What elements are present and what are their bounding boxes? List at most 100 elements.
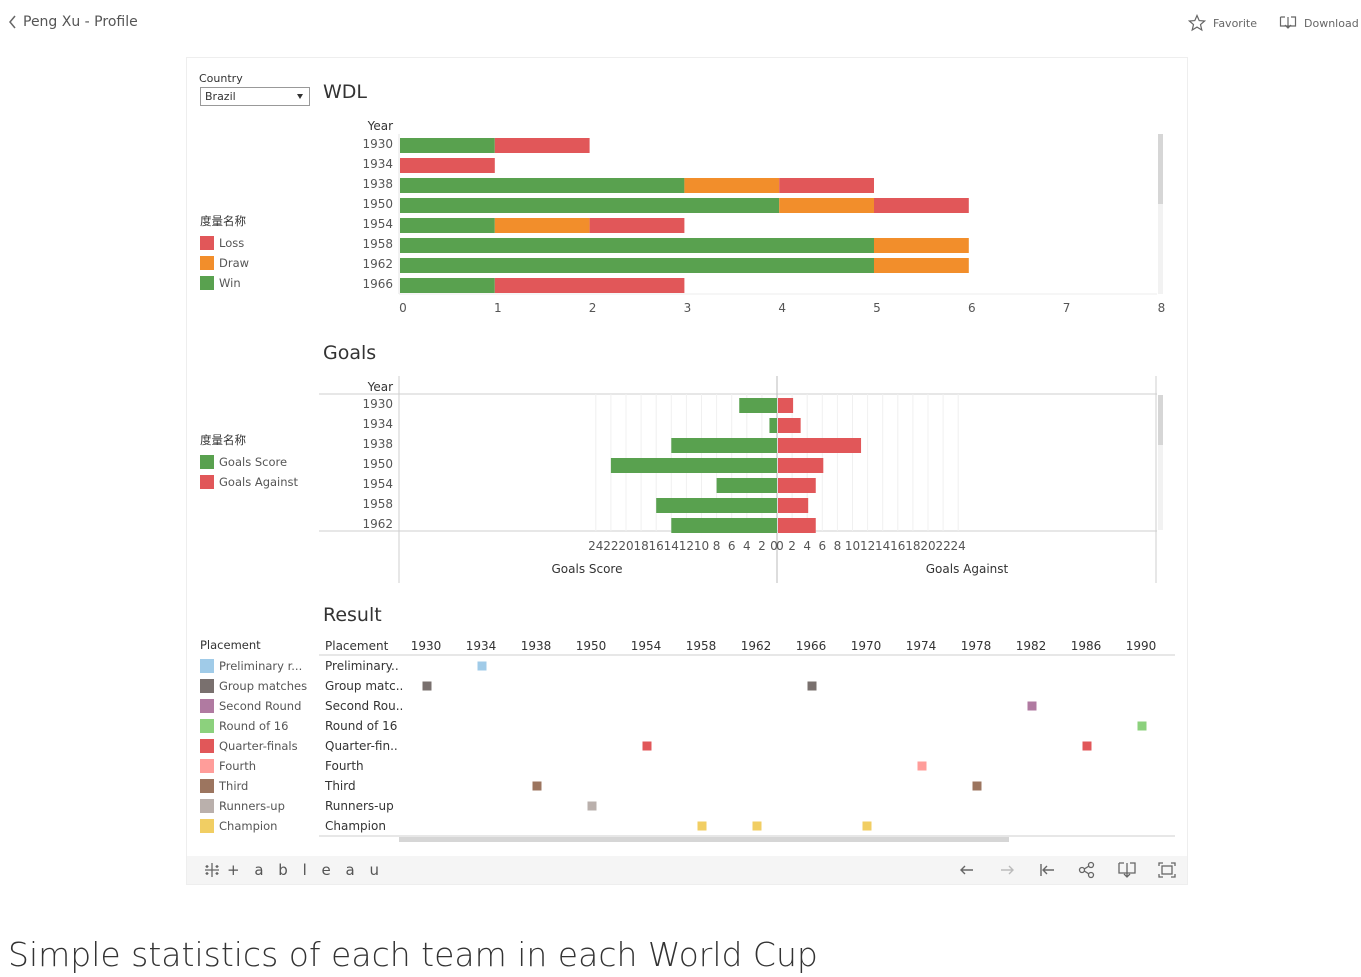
- country-dropdown-value: Brazil: [205, 90, 236, 103]
- wdl-bar-win: [400, 278, 495, 293]
- goals-against-bar: [778, 398, 794, 413]
- wdl-bar-win: [400, 138, 495, 153]
- back-link-label: Peng Xu - Profile: [23, 14, 138, 30]
- result-mark: [917, 761, 927, 771]
- result-mark: [1137, 721, 1147, 731]
- country-dropdown[interactable]: Brazil: [200, 87, 310, 106]
- legend-item[interactable]: Round of 16: [200, 716, 307, 736]
- goals-y-header: Year: [367, 380, 393, 394]
- goals-right-tick: 8: [834, 539, 842, 553]
- goals-year-label: 1938: [362, 437, 393, 451]
- wdl-bar-loss: [400, 158, 495, 173]
- legend-item[interactable]: Preliminary r...: [200, 656, 307, 676]
- goals-score-bar: [671, 518, 777, 533]
- wdl-x-tick: 5: [873, 301, 881, 315]
- wdl-x-tick: 1: [494, 301, 502, 315]
- wdl-x-tick: 0: [399, 301, 407, 315]
- back-link[interactable]: Peng Xu - Profile: [8, 14, 138, 30]
- legend-title: 度量名称: [200, 433, 246, 447]
- result-year-header: 1930: [411, 639, 442, 653]
- legend-item[interactable]: Fourth: [200, 756, 307, 776]
- legend-swatch: [200, 739, 214, 753]
- legend-item[interactable]: Runners-up: [200, 796, 307, 816]
- legend-swatch: [200, 799, 214, 813]
- legend-swatch: [200, 455, 214, 469]
- goals-against-bar: [778, 518, 816, 533]
- tableau-logo-text: + a b l e a u: [227, 861, 384, 879]
- result-year-header: 1966: [796, 639, 827, 653]
- legend-swatch: [200, 256, 214, 270]
- wdl-year-label: 1966: [362, 277, 393, 291]
- legend-item[interactable]: Group matches: [200, 676, 307, 696]
- result-mark: [587, 801, 597, 811]
- legend-label: Group matches: [219, 679, 308, 693]
- wdl-year-label: 1954: [362, 217, 393, 231]
- wdl-bar-loss: [494, 278, 685, 293]
- charts-canvas: WDL Year 1930 1934 1938 1950 1954 1958 1962 1966 0…: [319, 81, 1175, 842]
- goals-score-bar: [739, 398, 777, 413]
- result-mark: [477, 661, 487, 671]
- viz-toolbar: + a b l e a u: [187, 856, 1187, 884]
- legend-item[interactable]: Draw: [200, 253, 249, 273]
- goals-left-tick: 6: [728, 539, 736, 553]
- goals-year-label: 1930: [362, 397, 393, 411]
- legend-item[interactable]: Win: [200, 273, 249, 293]
- legend-item[interactable]: Goals Score: [200, 452, 298, 472]
- redo-button[interactable]: [997, 861, 1017, 879]
- result-year-header: 1986: [1071, 639, 1102, 653]
- wdl-bar-win: [400, 218, 495, 233]
- legend-item[interactable]: Champion: [200, 816, 307, 836]
- result-year-header: 1978: [961, 639, 992, 653]
- legend-item[interactable]: Quarter-finals: [200, 736, 307, 756]
- result-mark: [972, 781, 982, 791]
- legend-title: Placement: [200, 638, 261, 652]
- country-filter-label: Country: [199, 72, 243, 85]
- legend-label: Goals Score: [219, 455, 288, 469]
- legend-title: 度量名称: [200, 214, 246, 228]
- goals-against-bar: [778, 478, 816, 493]
- result-year-header: 1970: [851, 639, 882, 653]
- goals-left-tick: 18: [633, 539, 648, 553]
- legend-label: Goals Against: [219, 475, 299, 489]
- goals-left-tick: 0: [770, 539, 778, 553]
- legend-item[interactable]: Third: [200, 776, 307, 796]
- legend-swatch: [200, 276, 214, 290]
- revert-button[interactable]: [1037, 861, 1057, 879]
- download-button[interactable]: Download: [1279, 14, 1359, 32]
- result-row-label: Preliminary..: [325, 659, 399, 673]
- goals-against-bar: [778, 438, 862, 453]
- wdl-bar-win: [400, 178, 685, 193]
- goals-score-bar: [656, 498, 777, 513]
- result-mark: [697, 821, 707, 831]
- legend-swatch: [200, 659, 214, 673]
- download-icon: [1118, 862, 1136, 878]
- result-row-label: Group matc..: [325, 679, 403, 693]
- favorite-button[interactable]: Favorite: [1188, 14, 1257, 32]
- chevron-left-icon: [9, 15, 16, 29]
- goals-right-tick: 2: [788, 539, 796, 553]
- wdl-legend: 度量名称 Loss Draw Win: [200, 213, 249, 293]
- goals-left-tick: 14: [664, 539, 679, 553]
- legend-item[interactable]: Goals Against: [200, 472, 298, 492]
- share-button[interactable]: [1077, 861, 1097, 879]
- wdl-x-tick: 6: [968, 301, 976, 315]
- legend-item[interactable]: Second Round: [200, 696, 307, 716]
- goals-left-tick: 12: [679, 539, 694, 553]
- result-mark: [752, 821, 762, 831]
- wdl-x-tick: 4: [778, 301, 786, 315]
- legend-label: Round of 16: [219, 719, 289, 733]
- arrow-left-icon: [960, 865, 973, 875]
- wdl-bar-draw: [779, 198, 874, 213]
- download-viz-button[interactable]: [1117, 861, 1137, 879]
- goals-right-tick: 18: [905, 539, 920, 553]
- legend-label: Second Round: [219, 699, 302, 713]
- share-icon: [1078, 861, 1095, 879]
- legend-item[interactable]: Loss: [200, 233, 249, 253]
- wdl-bar-draw: [684, 178, 780, 193]
- wdl-bar-win: [400, 198, 780, 213]
- fullscreen-button[interactable]: [1157, 861, 1177, 879]
- undo-button[interactable]: [957, 861, 977, 879]
- result-row-label: Second Rou..: [325, 699, 403, 713]
- wdl-chart-title: WDL: [323, 81, 367, 103]
- goals-score-bar: [716, 478, 777, 493]
